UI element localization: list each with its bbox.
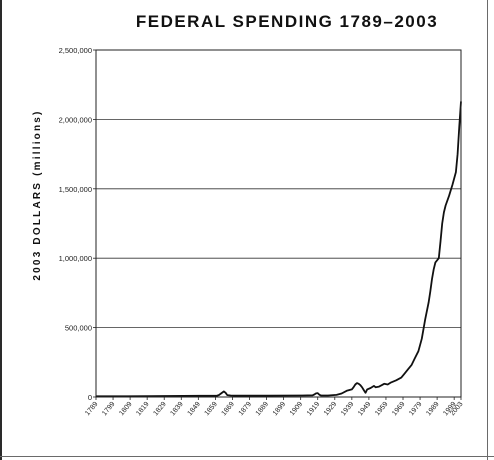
y-axis-label: 2003 DOLLARS (millions) — [32, 109, 43, 280]
chart-title: FEDERAL SPENDING 1789–2003 — [136, 12, 438, 31]
x-tick-label: 1789 — [84, 401, 99, 418]
x-tick-label: 1989 — [425, 401, 440, 418]
x-tick-label: 1859 — [204, 401, 219, 418]
x-tick-label: 1829 — [152, 401, 167, 418]
plot-area — [95, 49, 462, 398]
x-tick-label: 1969 — [391, 401, 406, 418]
x-tick-label: 1839 — [169, 401, 184, 418]
y-tick-label: 0 — [88, 393, 92, 402]
data-series — [96, 101, 462, 398]
y-tick-label: 2,000,000 — [59, 115, 92, 124]
x-tick-label: 1919 — [306, 401, 321, 418]
x-tick-label: 1869 — [221, 401, 236, 418]
x-tick-label: 1939 — [340, 401, 355, 418]
spending-line — [96, 101, 462, 398]
image-border-bottom — [0, 456, 494, 457]
x-tick-label: 1879 — [238, 401, 253, 418]
x-tick-label: 1809 — [118, 401, 133, 418]
x-tick-label: 1959 — [374, 401, 389, 418]
x-tick-label: 1899 — [272, 401, 287, 418]
gridlines — [96, 119, 461, 329]
x-tick-label: 1849 — [186, 401, 201, 418]
image-border-left — [0, 0, 2, 460]
x-tick-label: 1889 — [255, 401, 270, 418]
y-axis-ticks: 0 500,000 1,000,000 1,500,000 2,000,000 2,500… — [59, 46, 96, 402]
y-tick-label: 1,500,000 — [59, 185, 92, 194]
y-tick-label: 2,500,000 — [59, 46, 92, 55]
x-tick-label: 1949 — [357, 401, 372, 418]
x-tick-label: 1979 — [408, 401, 423, 418]
y-tick-label: 500,000 — [65, 324, 92, 333]
x-tick-label: 1929 — [323, 401, 338, 418]
x-tick-label: 1909 — [289, 401, 304, 418]
plot-border — [95, 49, 462, 398]
x-axis-ticks: 1789 1799 1809 1819 1829 1839 1849 1859 1869 1879… — [84, 397, 465, 418]
image-border-right — [487, 0, 488, 460]
x-tick-label: 1799 — [101, 401, 116, 418]
y-tick-label: 1,000,000 — [59, 254, 92, 263]
x-tick-label: 1819 — [135, 401, 150, 418]
